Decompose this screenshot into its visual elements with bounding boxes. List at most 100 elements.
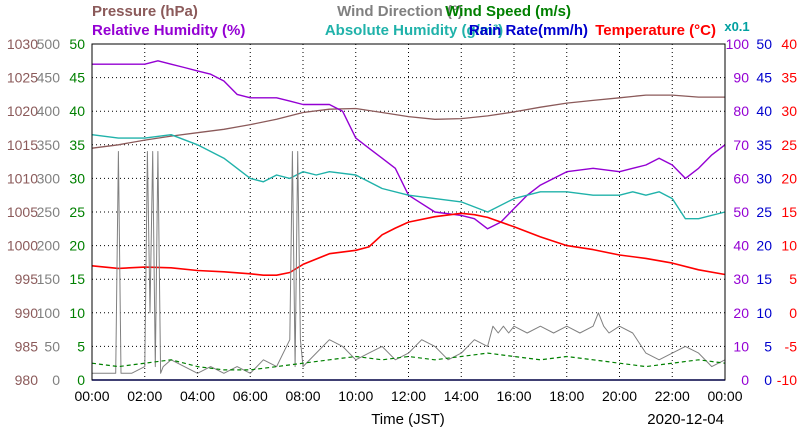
humidity-tick-label: 80 [733,103,749,119]
legend-entry: Temperature (°C) [595,22,716,39]
pressure-tick-label: 1010 [7,170,38,186]
series-line [91,94,725,149]
x-axis: 00:00 02:00 04:00 06:00 08:00 10:00 12:00 14:00… [74,388,742,428]
wind-direction-tick-label: 350 [37,137,61,153]
x-tick-label: 18:00 [549,388,584,404]
x-tick-label: 08:00 [285,388,320,404]
rain-tick-label: 10 [756,305,772,321]
series-line [92,60,726,230]
pressure-tick-label: 985 [15,338,39,354]
humidity-tick-label: 70 [733,137,749,153]
rain-tick-label: 50 [756,36,772,52]
date-label: 2020-12-04 [647,411,724,428]
rain-scale-note: x0.1 [724,19,749,34]
legend-entry: Rain Rate(mm/h) [469,22,588,39]
wind-direction-tick-label: 450 [37,70,61,86]
x-tick-label: 14:00 [444,388,479,404]
series-line [91,352,726,371]
pressure-tick-label: 980 [15,372,39,388]
rain-tick-label: 25 [756,204,772,220]
temperature-tick-label: 30 [781,103,797,119]
humidity-tick-label: 40 [733,238,749,254]
rain-tick-label: 40 [756,103,772,119]
x-tick-label: 04:00 [180,388,215,404]
wind-speed-tick-label: 0 [77,372,85,388]
x-tick-label: 22:00 [655,388,690,404]
x-tick-label: 00:00 [74,388,109,404]
x-axis-title: Time (JST) [371,411,445,428]
wind-direction-tick-label: 200 [37,238,61,254]
humidity-tick-label: 100 [726,36,750,52]
series-line [91,133,726,220]
grid [92,44,725,380]
pressure-tick-label: 990 [15,305,39,321]
rain-tick-label: 0 [764,372,772,388]
left-axes: 9809859909951000100510101015102010251030… [7,36,85,388]
pressure-tick-label: 1015 [7,137,38,153]
rain-tick-label: 30 [756,170,772,186]
x-tick-label: 20:00 [602,388,637,404]
wind-speed-tick-label: 45 [69,70,85,86]
legend: Pressure (hPa) Wind Direction (°)Wind Spe… [92,3,750,39]
humidity-tick-label: 50 [733,204,749,220]
temperature-tick-label: 25 [781,137,797,153]
legend-entry: Pressure (hPa) [92,3,198,20]
humidity-tick-label: 30 [733,271,749,287]
rain-tick-label: 35 [756,137,772,153]
right-axes: 0102030405060708090100051015202530354045… [726,36,798,388]
wind-speed-tick-label: 15 [69,271,85,287]
wind-direction-tick-label: 150 [37,271,61,287]
pressure-tick-label: 1030 [7,36,38,52]
rain-tick-label: 15 [756,271,772,287]
wind-speed-tick-label: 25 [69,204,85,220]
legend-entry: Absolute Humidity (g/m³) [325,22,503,39]
temperature-tick-label: 40 [781,36,797,52]
x-tick-label: 12:00 [391,388,426,404]
humidity-tick-label: 0 [741,372,749,388]
pressure-tick-label: 1025 [7,70,38,86]
wind-speed-tick-label: 35 [69,137,85,153]
wind-direction-tick-label: 100 [37,305,61,321]
wind-speed-tick-label: 30 [69,170,85,186]
wind-direction-tick-label: 400 [37,103,61,119]
temperature-tick-label: 20 [781,170,797,186]
wind-direction-tick-label: 250 [37,204,61,220]
legend-entry: Wind Speed (m/s) [445,3,571,20]
wind-direction-tick-label: 0 [52,372,60,388]
temperature-tick-label: 35 [781,70,797,86]
temperature-tick-label: 0 [789,305,797,321]
series-line [91,212,726,277]
temperature-tick-label: 15 [781,204,797,220]
pressure-tick-label: 1005 [7,204,38,220]
series-line [92,151,726,374]
rain-tick-label: 45 [756,70,772,86]
temperature-tick-label: -10 [777,372,797,388]
humidity-tick-label: 60 [733,170,749,186]
wind-speed-tick-label: 20 [69,238,85,254]
rain-tick-label: 5 [764,338,772,354]
pressure-tick-label: 995 [15,271,39,287]
rain-tick-label: 20 [756,238,772,254]
legend-entry: Relative Humidity (%) [92,22,245,39]
wind-speed-tick-label: 50 [69,36,85,52]
wind-direction-tick-label: 300 [37,170,61,186]
temperature-tick-label: -5 [785,338,798,354]
plot-frame [91,43,726,381]
wind-speed-tick-label: 10 [69,305,85,321]
pressure-tick-label: 1000 [7,238,38,254]
wind-speed-tick-label: 5 [77,338,85,354]
x-tick-label: 16:00 [496,388,531,404]
humidity-tick-label: 20 [733,305,749,321]
humidity-tick-label: 90 [733,70,749,86]
wind-speed-tick-label: 40 [69,103,85,119]
x-tick-label: 00:00 [707,388,742,404]
temperature-tick-label: 10 [781,238,797,254]
pressure-tick-label: 1020 [7,103,38,119]
wind-direction-tick-label: 500 [37,36,61,52]
wind-direction-tick-label: 50 [44,338,60,354]
legend-entry: Wind Direction (°) [337,3,463,20]
temperature-tick-label: 5 [789,271,797,287]
humidity-tick-label: 10 [733,338,749,354]
